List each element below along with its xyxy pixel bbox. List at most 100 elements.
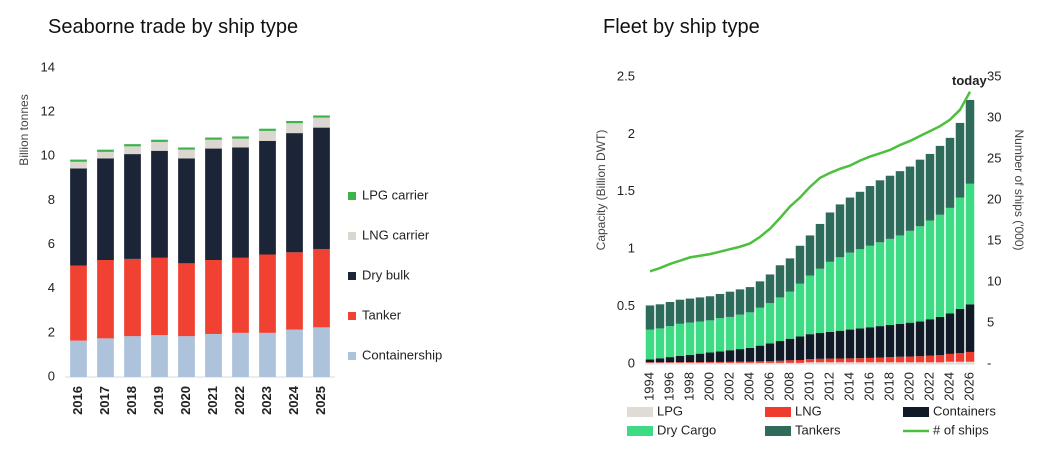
bar-segment: [124, 258, 141, 337]
bar-segment: [259, 130, 276, 141]
annotation: today: [952, 73, 987, 88]
bar-segment: [785, 338, 795, 361]
y2-tick-label: 25: [987, 150, 1001, 165]
bar-segment: [825, 261, 835, 332]
legend-label: Dry bulk: [362, 267, 410, 282]
bar-segment: [725, 350, 735, 362]
bar-segment: [313, 117, 330, 128]
bar-segment: [775, 360, 785, 363]
bar-segment: [885, 357, 895, 363]
bar-segment: [795, 245, 805, 284]
bar-segment: [765, 361, 775, 363]
bar-segment: [775, 341, 785, 361]
bar-segment: [151, 139, 168, 142]
bar-segment: [97, 149, 114, 152]
bar-segment: [805, 235, 815, 276]
bar-segment: [286, 133, 303, 253]
bar-segment: [925, 319, 935, 356]
bar-segment: [70, 265, 87, 341]
x-tick-label: 2022: [921, 372, 936, 401]
legend-label: Tankers: [795, 422, 841, 437]
bar-segment: [232, 136, 249, 139]
x-tick-label: 2021: [205, 386, 220, 415]
bar-segment: [97, 151, 114, 159]
y-tick-label: 2: [628, 126, 635, 141]
bar-segment: [665, 357, 675, 363]
bar-segment: [955, 353, 965, 362]
x-tick-label: 2004: [741, 372, 756, 401]
bar-segment: [645, 362, 655, 363]
bar-segment: [178, 263, 195, 337]
bar-segment: [785, 362, 795, 364]
bar-segment: [124, 146, 141, 155]
bar-segment: [905, 356, 915, 363]
legend-label: Tanker: [362, 307, 402, 322]
bar-segment: [705, 361, 715, 363]
bar-segment: [685, 362, 695, 364]
x-tick-label: 2023: [259, 386, 274, 415]
bar-segment: [885, 362, 895, 364]
bar-segment: [865, 245, 875, 328]
legend-label: Containers: [933, 403, 996, 418]
bar-segment: [825, 331, 835, 359]
bar-segment: [785, 258, 795, 292]
x-tick-label: 2016: [70, 386, 85, 415]
bar-segment: [745, 312, 755, 348]
y-tick-label: 0: [628, 355, 635, 370]
bar-segment: [655, 362, 665, 363]
x-tick-label: 2019: [151, 386, 166, 415]
bar-segment: [875, 180, 885, 243]
bar-segment: [965, 99, 975, 184]
bar-segment: [675, 362, 685, 364]
bar-segment: [151, 150, 168, 258]
bar-segment: [665, 326, 675, 358]
bar-segment: [775, 297, 785, 342]
bar-segment: [965, 183, 975, 305]
bar-segment: [685, 298, 695, 323]
bar-segment: [845, 329, 855, 359]
bar-segment: [865, 186, 875, 246]
bar-segment: [765, 274, 775, 304]
x-tick-label: 1998: [681, 372, 696, 401]
bar-segment: [955, 308, 965, 354]
bar-segment: [905, 166, 915, 231]
y2-tick-label: 15: [987, 232, 1001, 247]
bar-segment: [675, 299, 685, 324]
y2-axis-title: Number of ships ('000): [1012, 129, 1026, 250]
bar-segment: [855, 191, 865, 250]
bar-segment: [151, 141, 168, 151]
bar-segment: [695, 321, 705, 354]
bar-segment: [765, 303, 775, 344]
x-tick-label: 2017: [97, 386, 112, 415]
bar-segment: [735, 361, 745, 363]
bar-segment: [695, 362, 705, 364]
bar-segment: [675, 323, 685, 356]
bar-segment: [705, 320, 715, 353]
bar-segment: [755, 345, 765, 362]
bar-segment: [286, 123, 303, 134]
y2-tick-label: 5: [987, 314, 994, 329]
bar-segment: [945, 137, 955, 208]
bar-segment: [895, 362, 905, 364]
y-tick-label: 2: [48, 324, 55, 339]
bar-segment: [935, 355, 945, 363]
bar-segment: [935, 362, 945, 364]
bar-segment: [845, 252, 855, 330]
bar-segment: [735, 289, 745, 315]
bar-segment: [655, 304, 665, 329]
bar-segment: [178, 336, 195, 377]
bar-segment: [124, 154, 141, 259]
legend-swatch: [627, 426, 653, 436]
bar-segment: [97, 260, 114, 339]
bar-segment: [725, 362, 735, 364]
bar-segment: [655, 358, 665, 363]
bar-segment: [70, 161, 87, 169]
x-tick-label: 2016: [861, 372, 876, 401]
legend-swatch: [348, 232, 356, 240]
bar-segment: [875, 326, 885, 358]
bar-segment: [935, 316, 945, 356]
x-tick-label: 2010: [801, 372, 816, 401]
x-tick-label: 2012: [821, 372, 836, 401]
bar-segment: [875, 242, 885, 327]
bar-segment: [875, 357, 885, 363]
